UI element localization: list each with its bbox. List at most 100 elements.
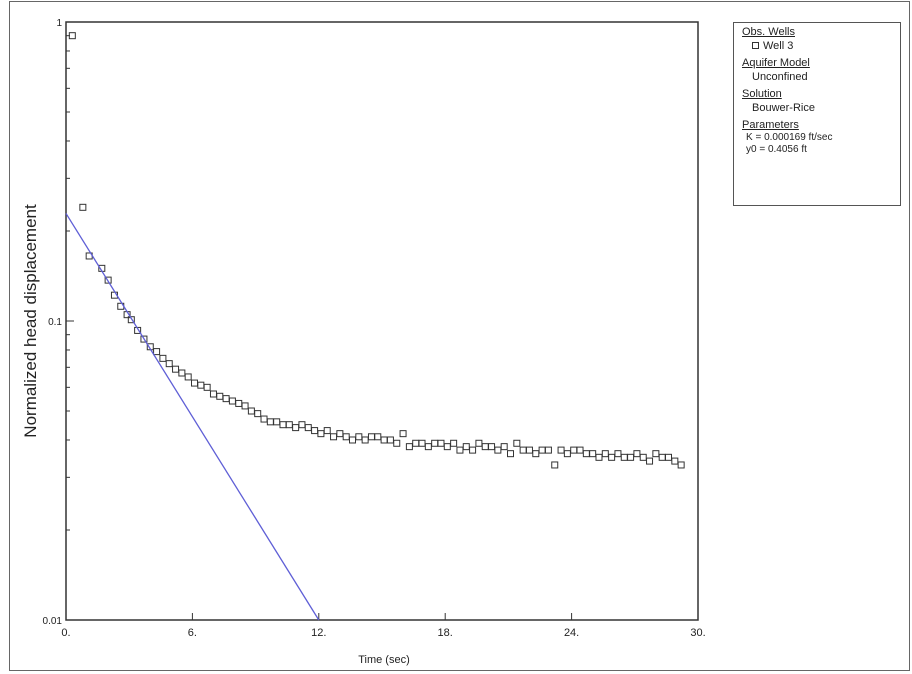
- data-point: [639, 453, 647, 461]
- data-point: [481, 443, 489, 451]
- data-point: [424, 443, 432, 451]
- data-point: [311, 427, 319, 435]
- data-point: [380, 436, 388, 444]
- data-point: [266, 418, 274, 426]
- data-point: [475, 439, 483, 447]
- data-point: [386, 436, 394, 444]
- legend-obs-well-entry: Well 3: [742, 39, 900, 53]
- legend-solution-value: Bouwer-Rice: [752, 102, 815, 114]
- legend-param-k: K = 0.000169 ft/sec: [746, 132, 833, 143]
- data-point: [159, 354, 167, 362]
- data-point: [336, 430, 344, 438]
- data-point: [412, 439, 420, 447]
- x-tick-label: 6.: [188, 627, 197, 639]
- data-point: [500, 443, 508, 451]
- data-point: [563, 450, 571, 458]
- data-point: [589, 450, 597, 458]
- data-point: [620, 453, 628, 461]
- data-point: [374, 433, 382, 441]
- data-point: [633, 450, 641, 458]
- fitted-line: [65, 213, 320, 621]
- data-point: [665, 453, 673, 461]
- data-point: [595, 453, 603, 461]
- data-point: [79, 203, 87, 211]
- data-point: [273, 418, 281, 426]
- legend-panel: Obs. Wells Well 3 Aquifer Model Unconfin…: [733, 22, 901, 206]
- data-point: [437, 439, 445, 447]
- data-point: [525, 446, 533, 454]
- data-point: [254, 410, 262, 418]
- legend-aquifer-model-value: Unconfined: [752, 71, 808, 83]
- data-point: [393, 439, 401, 447]
- data-point: [608, 453, 616, 461]
- data-point: [342, 433, 350, 441]
- x-tick-label: 24.: [564, 627, 579, 639]
- data-point: [519, 446, 527, 454]
- data-point: [197, 381, 205, 389]
- x-tick-label: 30.: [690, 627, 705, 639]
- data-point: [298, 421, 306, 429]
- data-point: [191, 379, 199, 387]
- data-point: [456, 446, 464, 454]
- data-point: [570, 446, 578, 454]
- data-point: [431, 439, 439, 447]
- data-point: [532, 450, 540, 458]
- x-tick-label: 12.: [311, 627, 326, 639]
- x-axis-label: Time (sec): [358, 654, 410, 666]
- data-point: [222, 395, 230, 403]
- data-point: [317, 430, 325, 438]
- data-point: [323, 427, 331, 435]
- data-point: [677, 461, 685, 469]
- data-point: [247, 407, 255, 415]
- data-point: [209, 390, 217, 398]
- y-axis-label: Normalized head displacement: [21, 204, 40, 438]
- data-point: [513, 439, 521, 447]
- legend-obs-wells-heading: Obs. Wells: [742, 26, 795, 38]
- legend-parameters-heading: Parameters: [742, 119, 799, 131]
- data-point: [646, 457, 654, 465]
- y-tick-label: 1: [56, 18, 62, 29]
- data-point: [241, 402, 249, 410]
- y-tick-label: 0.1: [48, 317, 62, 328]
- data-point: [462, 443, 470, 451]
- legend-aquifer-model-heading: Aquifer Model: [742, 57, 810, 69]
- data-point: [349, 436, 357, 444]
- data-point: [507, 450, 515, 458]
- data-point: [127, 316, 135, 324]
- data-point: [418, 439, 426, 447]
- x-tick-label: 0.: [61, 627, 70, 639]
- data-point: [292, 424, 300, 432]
- data-point: [279, 421, 287, 429]
- data-point: [172, 365, 180, 373]
- data-point: [367, 433, 375, 441]
- x-ticks: 0. 6. 12. 18. 24. 30.: [61, 613, 706, 639]
- data-point: [538, 446, 546, 454]
- data-point: [104, 276, 112, 284]
- data-point: [557, 446, 565, 454]
- legend-param-y0: y0 = 0.4056 ft: [746, 144, 807, 155]
- y-minor-ticks: 0.01 0.1 1: [43, 18, 74, 627]
- plot-area: [65, 21, 699, 621]
- y-tick-label: 0.01: [43, 616, 63, 627]
- data-point: [658, 453, 666, 461]
- data-point: [494, 446, 502, 454]
- data-point: [450, 439, 458, 447]
- data-point: [601, 450, 609, 458]
- data-point: [544, 446, 552, 454]
- data-point: [285, 421, 293, 429]
- data-point: [469, 446, 477, 454]
- data-point: [551, 461, 559, 469]
- data-point: [361, 436, 369, 444]
- data-point: [399, 430, 407, 438]
- data-point: [627, 453, 635, 461]
- data-point: [614, 450, 622, 458]
- data-point: [443, 443, 451, 451]
- data-point: [216, 392, 224, 400]
- legend-well-label: Well 3: [763, 40, 794, 52]
- square-marker-icon: [752, 41, 759, 49]
- data-point: [582, 450, 590, 458]
- data-point: [140, 335, 148, 343]
- data-point: [260, 415, 268, 423]
- data-point: [165, 360, 173, 368]
